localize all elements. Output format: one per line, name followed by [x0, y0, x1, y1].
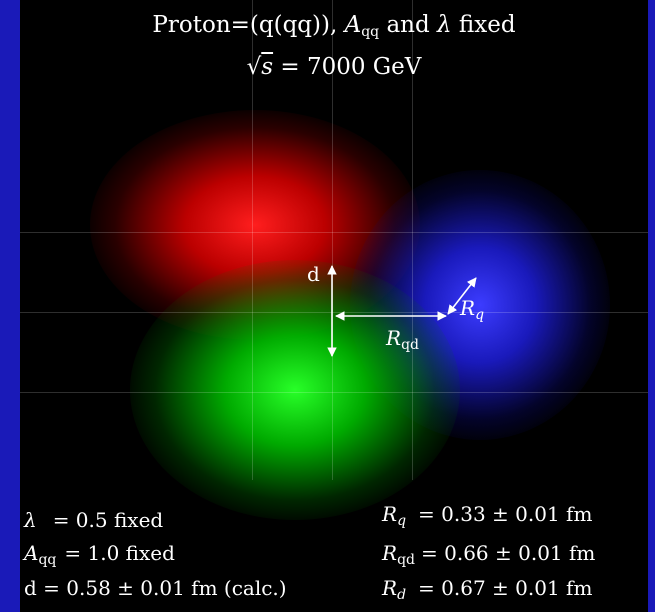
rd-param-value: = 0.67 ± 0.01 fm	[418, 576, 593, 600]
lambda-param: λ = 0.5 fixed	[24, 508, 163, 532]
arrows-overlay	[327, 265, 477, 357]
diagram-panel: Proton=(q(qq)), Aqq and λ fixed √s = 700…	[20, 0, 648, 612]
rqd-param-symbol: R	[382, 541, 398, 565]
rqd-param-subscript: qd	[397, 552, 415, 568]
title-prefix: Proton=(q(qq)),	[152, 12, 345, 38]
aqq-param-symbol: A	[24, 541, 39, 565]
title-lambda-symbol: λ	[437, 12, 452, 38]
grid-line-v3	[412, 0, 413, 480]
aqq-param-subscript: qq	[38, 552, 57, 568]
rq-label: Rq	[460, 296, 484, 323]
aqq-param: Aqq = 1.0 fixed	[24, 541, 175, 568]
title-s-symbol: s	[261, 54, 274, 80]
title-A-subscript: qq	[361, 24, 380, 40]
rqd-param-value: = 0.66 ± 0.01 fm	[421, 541, 596, 565]
rqd-label-symbol: R	[386, 326, 402, 350]
title-line-2: √s = 7000 GeV	[20, 54, 648, 80]
rqd-label: Rqd	[386, 326, 419, 353]
title-energy: = 7000 GeV	[273, 54, 422, 80]
grid-line-h1	[20, 232, 648, 233]
rq-param-subscript: q	[397, 513, 407, 529]
title-line-1: Proton=(q(qq)), Aqq and λ fixed	[20, 12, 648, 40]
title-A-symbol: A	[344, 12, 362, 38]
title-and: and	[379, 12, 438, 38]
sqrt-symbol: √	[246, 54, 262, 80]
grid-line-h2	[20, 312, 648, 313]
grid-line-h3	[20, 392, 648, 393]
aqq-param-value: = 1.0 fixed	[64, 541, 175, 565]
rd-param: Rd = 0.67 ± 0.01 fm	[382, 576, 592, 603]
rq-param-value: = 0.33 ± 0.01 fm	[418, 502, 593, 526]
grid-line-v2	[332, 0, 333, 480]
grid-line-v1	[252, 0, 253, 480]
rq-arrow	[447, 277, 477, 315]
rq-param-symbol: R	[382, 502, 398, 526]
rqd-param: Rqd = 0.66 ± 0.01 fm	[382, 541, 595, 568]
title-fixed: fixed	[451, 12, 516, 38]
rd-param-symbol: R	[382, 576, 398, 600]
lambda-param-symbol: λ	[24, 508, 37, 532]
rqd-label-subscript: qd	[401, 337, 419, 353]
rd-param-subscript: d	[397, 587, 407, 603]
rq-label-subscript: q	[475, 307, 485, 323]
green-diquark-blob	[130, 260, 460, 520]
d-label: d	[307, 262, 320, 286]
rq-param: Rq = 0.33 ± 0.01 fm	[382, 502, 592, 529]
d-param: d = 0.58 ± 0.01 fm (calc.)	[24, 576, 287, 600]
rq-label-symbol: R	[460, 296, 476, 320]
lambda-param-value: = 0.5 fixed	[52, 508, 164, 532]
